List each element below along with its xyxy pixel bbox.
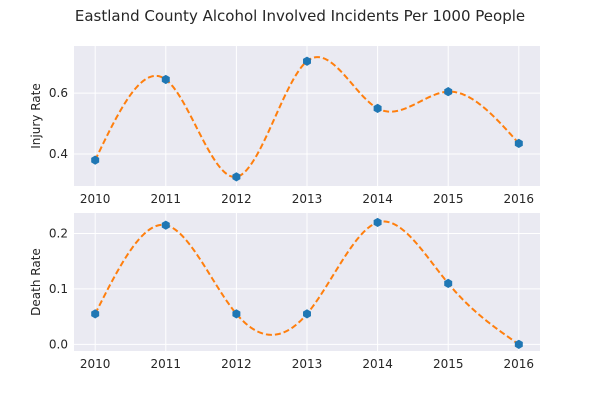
death-data-point (444, 278, 453, 288)
death-rate-panel: 2010 2011 2012 2013 2014 2015 2016 0.0 0.1 0.2 Dea… (29, 213, 540, 371)
injury-y-tick-label: 0.6 (49, 86, 68, 100)
injury-x-tick-label: 2014 (362, 192, 393, 206)
injury-x-tick-label: 2013 (292, 192, 323, 206)
injury-data-point (514, 138, 523, 148)
death-data-point (161, 220, 170, 230)
death-x-tick-label: 2015 (433, 357, 464, 371)
chart-title: Eastland County Alcohol Involved Inciden… (75, 7, 525, 25)
injury-x-tick-label: 2011 (151, 192, 182, 206)
death-data-point (303, 309, 311, 319)
death-x-tick-label: 2012 (221, 357, 252, 371)
death-y-axis-label: Death Rate (29, 248, 43, 316)
injury-y-tick-label: 0.4 (49, 147, 68, 161)
death-x-tick-label: 2013 (292, 357, 323, 371)
death-x-tick-label: 2016 (504, 357, 535, 371)
injury-data-point (91, 155, 100, 165)
injury-data-point (303, 56, 311, 66)
injury-y-axis-label: Injury Rate (29, 83, 43, 148)
injury-data-point (444, 87, 453, 97)
death-y-tick-label: 0.1 (49, 282, 68, 296)
injury-data-point (373, 103, 382, 113)
death-data-point (91, 309, 100, 319)
injury-x-tick-label: 2012 (221, 192, 252, 206)
injury-data-point (161, 74, 170, 85)
death-x-tick-label: 2014 (362, 357, 393, 371)
death-x-tick-label: 2011 (151, 357, 182, 371)
death-data-point (232, 309, 241, 319)
death-y-tick-label: 0.0 (49, 337, 68, 351)
injury-rate-panel: 2010 2011 2012 2013 2014 2015 2016 0.4 0.6 Injury… (29, 46, 540, 206)
death-y-tick-label: 0.2 (49, 227, 68, 241)
death-x-tick-label: 2010 (80, 357, 111, 371)
death-data-point (514, 339, 523, 349)
death-data-point (373, 217, 382, 228)
injury-data-point (232, 172, 241, 182)
injury-x-tick-label: 2010 (80, 192, 111, 206)
injury-x-tick-label: 2016 (504, 192, 535, 206)
injury-x-tick-label: 2015 (433, 192, 464, 206)
